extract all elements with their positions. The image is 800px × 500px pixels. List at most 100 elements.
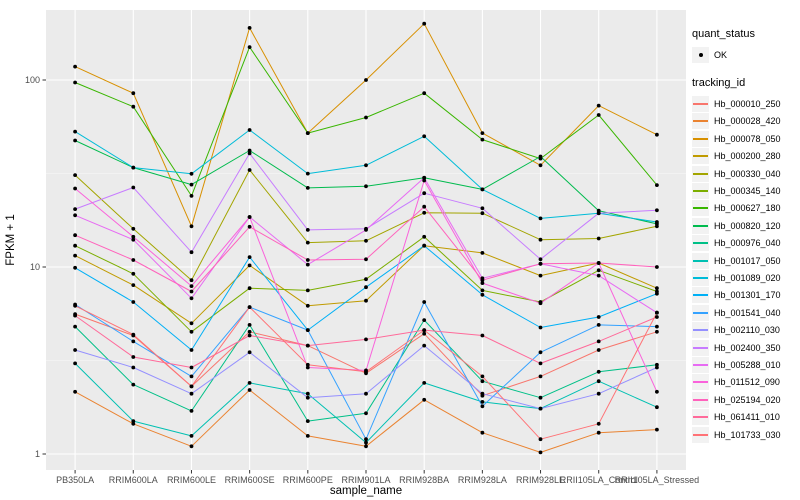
legend-key [692, 217, 709, 234]
legend-item-Hb_000345_140: Hb_000345_140 [692, 182, 798, 200]
legend-key [692, 339, 709, 356]
legend-item-label: Hb_000820_120 [714, 220, 781, 231]
data-point [305, 262, 310, 267]
data-point [131, 419, 136, 423]
data-point [305, 419, 310, 423]
data-point [131, 104, 136, 109]
data-point [538, 350, 543, 355]
data-point [364, 411, 368, 416]
data-point [480, 206, 485, 211]
data-point [73, 265, 77, 270]
data-point [131, 365, 136, 370]
legend-item-Hb_000330_040: Hb_000330_040 [692, 165, 798, 182]
legend-key [692, 183, 709, 200]
data-point [655, 291, 659, 296]
legend-key [692, 235, 709, 252]
legend-key [692, 287, 709, 304]
data-point [305, 328, 310, 332]
y-axis-title: FPKM + 1 [5, 214, 17, 265]
data-point [364, 369, 368, 374]
data-point [247, 323, 252, 327]
data-point [131, 421, 136, 426]
data-point [480, 292, 485, 297]
legend-key [692, 252, 709, 269]
data-point [189, 296, 194, 301]
data-point [305, 228, 310, 232]
legend-line-swatch-icon [693, 207, 708, 210]
data-point [364, 437, 368, 442]
data-point [422, 178, 427, 183]
data-point [131, 300, 136, 304]
data-point [422, 343, 427, 348]
data-point [247, 388, 252, 392]
data-point [596, 379, 601, 384]
data-point [131, 332, 136, 337]
legend-quant-status-items: OK [692, 46, 798, 63]
data-point [305, 288, 310, 293]
y-tick-label: 100 [25, 75, 40, 85]
data-point [73, 389, 77, 394]
data-point [655, 220, 659, 224]
data-point [131, 91, 136, 96]
data-point [73, 303, 77, 308]
data-point [305, 258, 310, 262]
data-point [247, 263, 252, 268]
legend-item-label: Hb_000078_050 [714, 133, 781, 144]
data-point [73, 138, 77, 143]
data-point [364, 184, 368, 189]
data-point [131, 226, 136, 231]
legend-line-swatch-icon [693, 242, 708, 245]
legend-item-label: Hb_061411_010 [714, 412, 780, 423]
data-point [655, 265, 659, 269]
data-point [596, 261, 601, 265]
data-point [73, 348, 77, 352]
legend-item-label: Hb_000345_140 [714, 186, 781, 197]
data-point [538, 325, 543, 330]
data-point [655, 365, 659, 370]
data-point [655, 427, 659, 432]
data-point [422, 328, 427, 332]
data-point [189, 250, 194, 255]
data-point [73, 213, 77, 218]
data-point [247, 305, 252, 309]
data-point [538, 237, 543, 242]
data-point [596, 391, 601, 396]
data-point [364, 78, 368, 82]
data-point [364, 440, 368, 445]
data-point [655, 208, 659, 213]
x-tick-label: RRIM600PE [283, 475, 333, 485]
legend-key [692, 356, 709, 373]
data-point [73, 313, 77, 318]
data-point [422, 134, 427, 139]
legend-item-Hb_000028_420: Hb_000028_420 [692, 113, 798, 130]
data-point [131, 234, 136, 239]
legend-item-Hb_001089_020: Hb_001089_020 [692, 269, 798, 286]
data-point [247, 26, 252, 30]
data-point [655, 405, 659, 410]
y-tick-label: 1 [35, 449, 40, 459]
data-point [247, 168, 252, 172]
data-point [189, 444, 194, 449]
legend-line-swatch-icon [693, 190, 708, 193]
x-tick-label: RRIM928BA [399, 475, 449, 485]
data-point [305, 343, 310, 348]
legend-key [692, 113, 709, 130]
data-point [305, 131, 310, 136]
legend-item-Hb_011512_090: Hb_011512_090 [692, 374, 798, 391]
legend-key [692, 409, 709, 426]
x-tick-label: RRIM928LE [516, 475, 565, 485]
legend-item-label: Hb_001017_050 [714, 255, 781, 266]
data-point [73, 186, 77, 191]
data-point [131, 237, 136, 242]
data-point [596, 113, 601, 117]
data-point [364, 298, 368, 303]
data-point [305, 365, 310, 370]
data-point [73, 243, 77, 248]
data-point [189, 171, 194, 176]
legend-item-Hb_002110_030: Hb_002110_030 [692, 321, 798, 339]
data-point [480, 400, 485, 404]
data-point [73, 233, 77, 238]
legend-item-label: Hb_000976_040 [714, 238, 781, 249]
data-point [655, 324, 659, 329]
legend-item-Hb_000627_180: Hb_000627_180 [692, 200, 798, 217]
